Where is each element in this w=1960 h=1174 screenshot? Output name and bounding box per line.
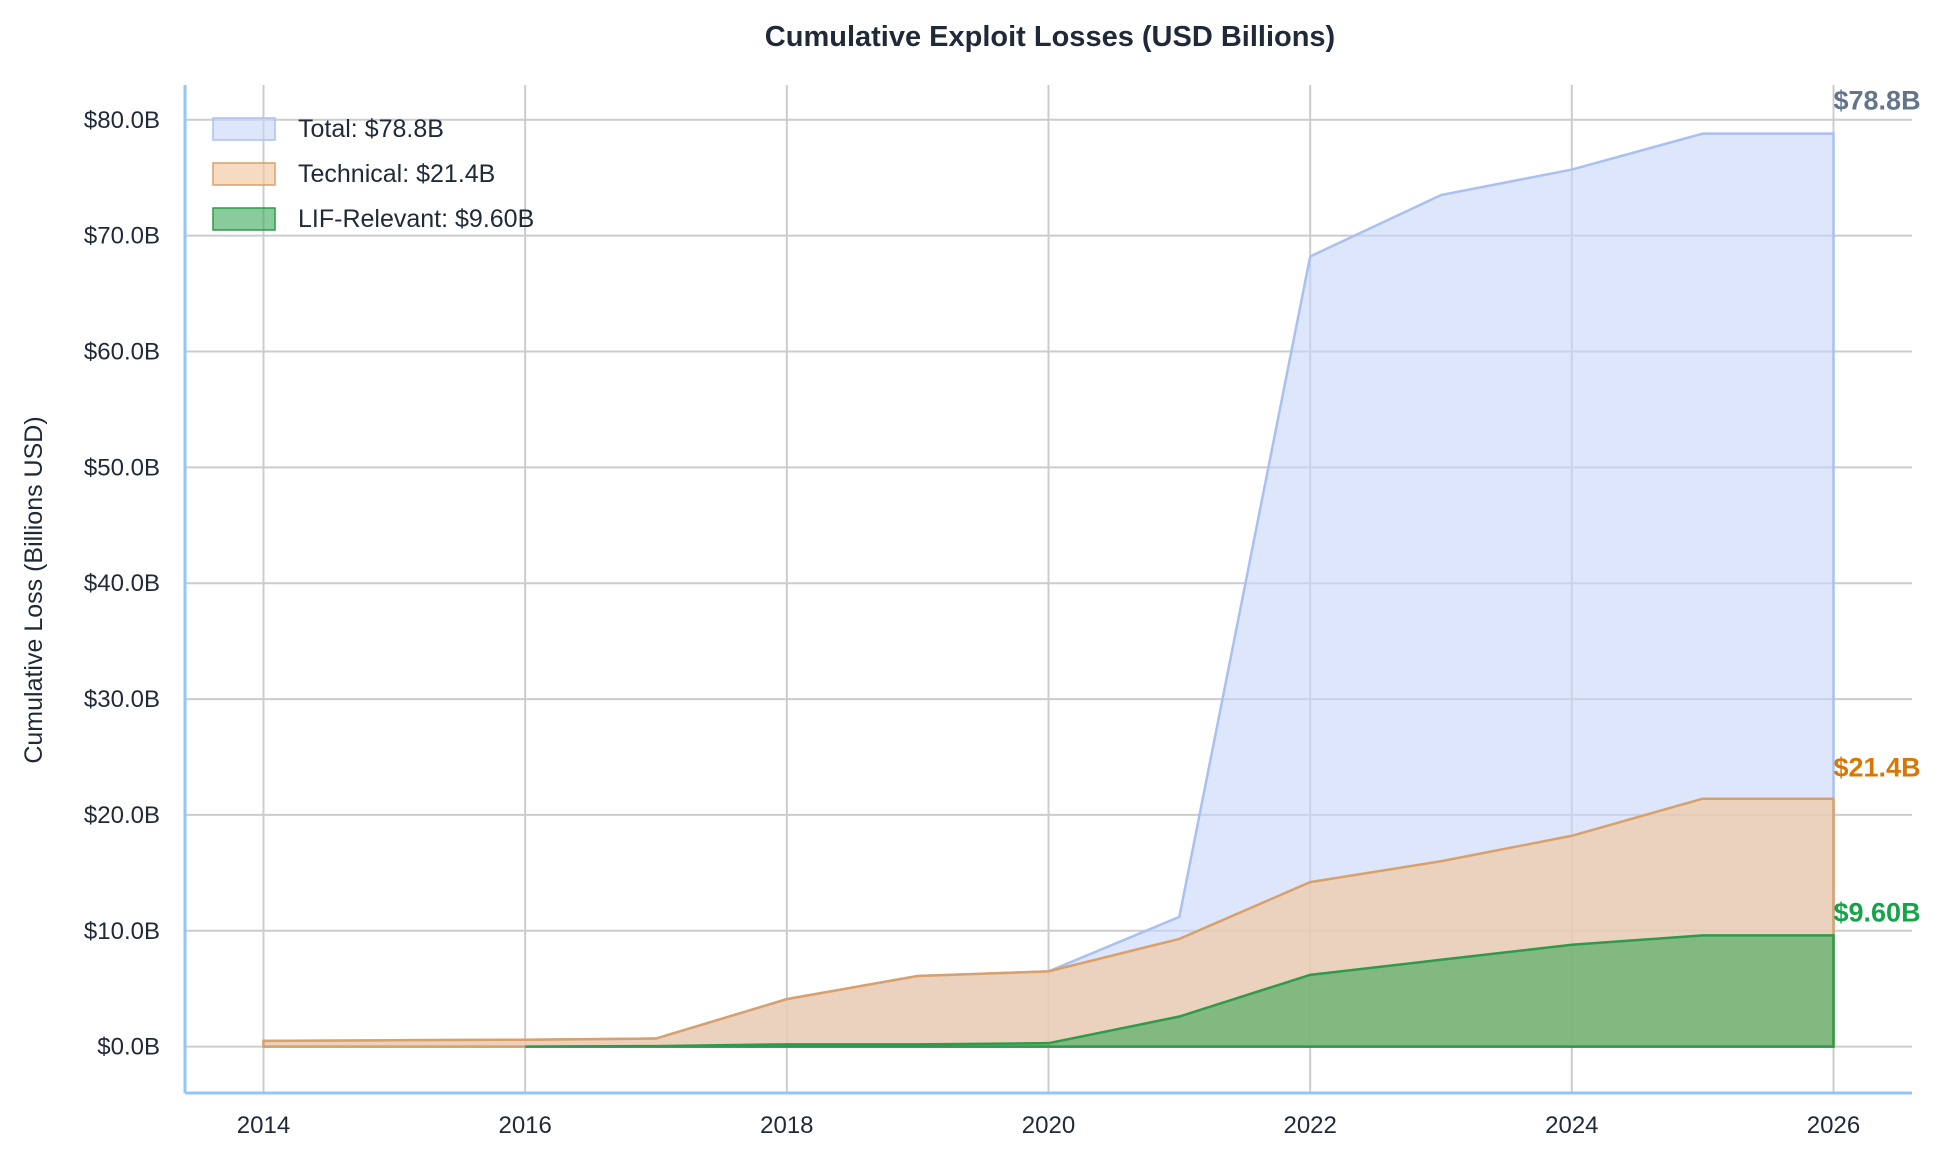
end-value-label: $78.8B <box>1834 86 1921 116</box>
x-tick-label: 2020 <box>1022 1112 1075 1139</box>
series-area-3 <box>525 934 1835 1048</box>
legend-swatch <box>212 162 276 186</box>
end-value-label: $9.60B <box>1834 897 1921 927</box>
chart-title: Cumulative Exploit Losses (USD Billions) <box>765 21 1335 53</box>
y-tick-label: $70.0B <box>84 223 160 250</box>
end-value-label: $21.4B <box>1834 753 1921 783</box>
y-tick-label: $80.0B <box>84 107 160 134</box>
x-tick-label: 2022 <box>1283 1112 1336 1139</box>
x-tick-label: 2016 <box>498 1112 551 1139</box>
y-tick-label: $50.0B <box>84 454 160 481</box>
y-tick-label: $0.0B <box>97 1034 160 1061</box>
y-tick-label: $60.0B <box>84 338 160 365</box>
x-tick-label: 2026 <box>1807 1112 1860 1139</box>
legend-swatch <box>212 207 276 231</box>
legend-entry: Technical: $21.4B <box>298 160 495 188</box>
y-tick-label: $20.0B <box>84 802 160 829</box>
x-tick-label: 2014 <box>237 1112 290 1139</box>
y-axis-label: Cumulative Loss (Billions USD) <box>20 416 48 763</box>
legend-swatch <box>212 117 276 141</box>
x-tick-label: 2024 <box>1545 1112 1598 1139</box>
x-tick-label: 2018 <box>760 1112 813 1139</box>
legend-entry: LIF-Relevant: $9.60B <box>298 205 534 233</box>
legend-entry: Total: $78.8B <box>298 115 444 143</box>
y-tick-label: $40.0B <box>84 570 160 597</box>
y-tick-label: $30.0B <box>84 686 160 713</box>
y-tick-label: $10.0B <box>84 918 160 945</box>
